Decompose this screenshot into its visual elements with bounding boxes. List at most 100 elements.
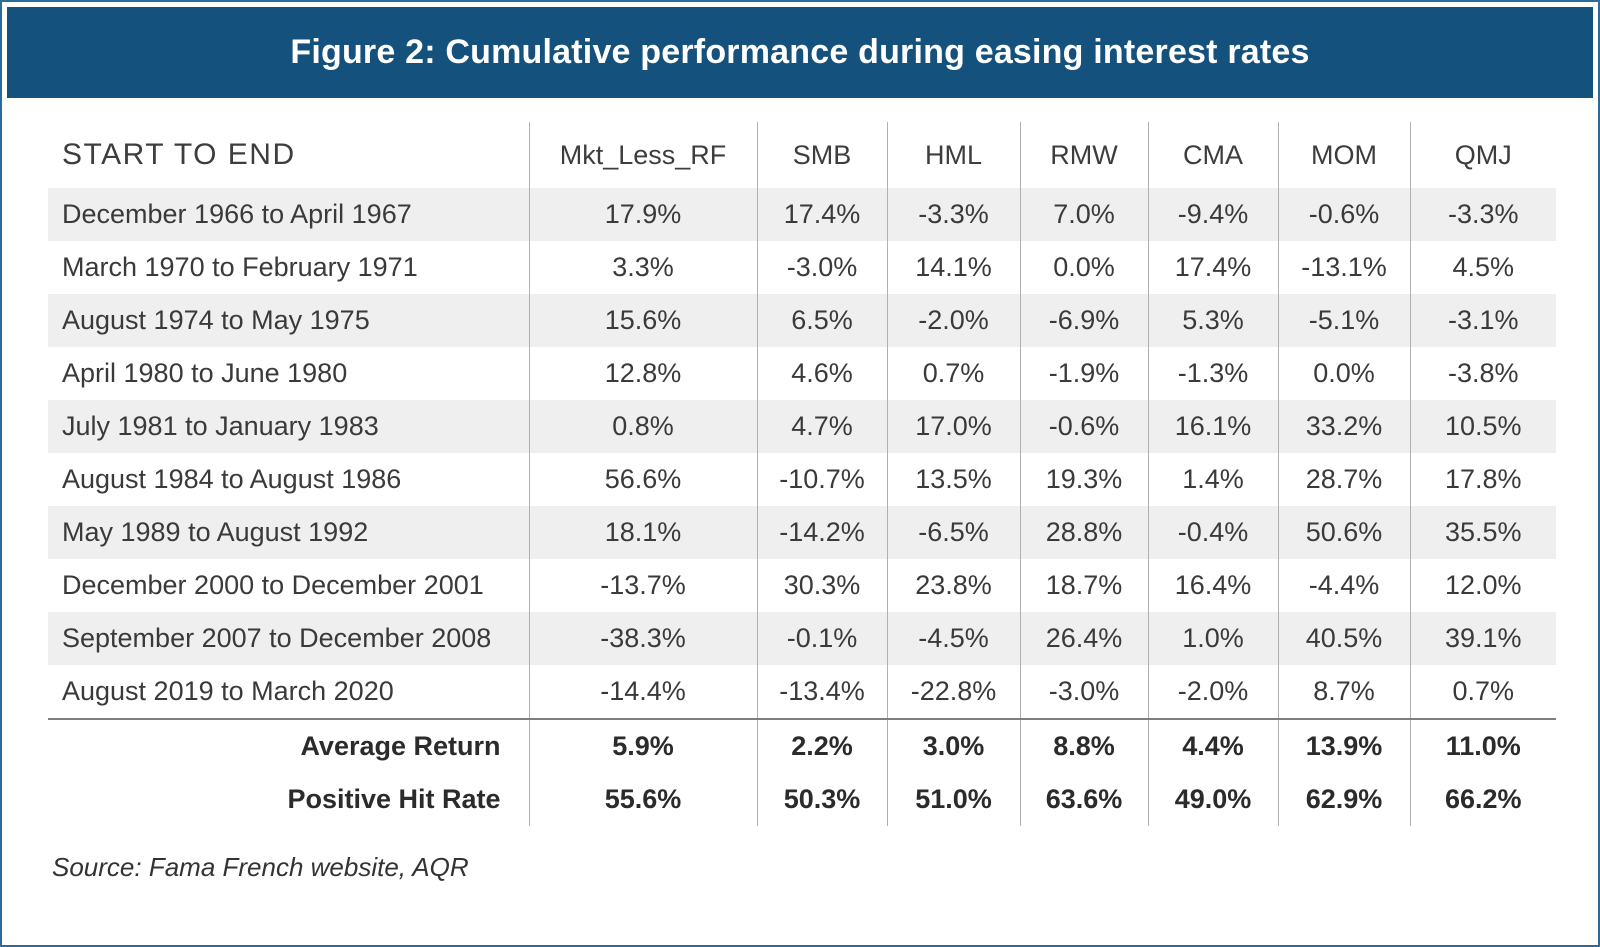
cell-value: 10.5%	[1409, 400, 1556, 453]
cell-value: 0.7%	[886, 347, 1020, 400]
source-note: Source: Fama French website, AQR	[52, 852, 469, 882]
cell-value: -1.3%	[1147, 347, 1278, 400]
row-label: August 1984 to August 1986	[62, 464, 402, 494]
row-label: May 1989 to August 1992	[62, 517, 369, 547]
performance-table: START TO END Mkt_Less_RF SMB HML RMW CMA MOM QM…	[48, 122, 1556, 826]
figure-title: Figure 2: Cumulative performance during …	[290, 33, 1310, 71]
cell-value: 62.9%	[1277, 773, 1410, 826]
cell-value: -3.0%	[1019, 665, 1148, 719]
cell-value: -6.5%	[886, 506, 1020, 559]
column-header-hml: HML	[886, 122, 1020, 188]
cell-value: 6.5%	[756, 294, 887, 347]
cell-value: -3.1%	[1409, 294, 1556, 347]
table-row: December 1966 to April 1967 17.9% 17.4% -3.…	[48, 188, 1556, 241]
cell-value: 40.5%	[1277, 612, 1410, 665]
cell-value: 55.6%	[528, 773, 757, 826]
cell-value: -13.1%	[1277, 241, 1410, 294]
table-row: August 2019 to March 2020 -14.4% -13.4% -22…	[48, 665, 1556, 719]
summary-row: Average Return 5.9% 2.2% 3.0% 8.8% 4.4% 13.9% 1…	[48, 718, 1556, 773]
cell-value: 17.9%	[528, 188, 757, 241]
cell-value: -13.7%	[528, 559, 757, 612]
cell-value: 0.8%	[528, 400, 757, 453]
table-row: August 1974 to May 1975 15.6% 6.5% -2.0% -6.…	[48, 294, 1556, 347]
cell-value: 5.9%	[528, 718, 757, 773]
cell-value: 23.8%	[886, 559, 1020, 612]
cell-value: -2.0%	[886, 294, 1020, 347]
cell-value: 3.3%	[528, 241, 757, 294]
cell-value: -22.8%	[886, 665, 1020, 719]
cell-value: 4.7%	[756, 400, 887, 453]
row-label: August 2019 to March 2020	[62, 676, 394, 706]
cell-value: -1.9%	[1019, 347, 1148, 400]
cell-value: 1.4%	[1147, 453, 1278, 506]
cell-value: -3.3%	[1409, 188, 1556, 241]
cell-value: 13.5%	[886, 453, 1020, 506]
table-row: July 1981 to January 1983 0.8% 4.7% 17.0% -0…	[48, 400, 1556, 453]
table-row: May 1989 to August 1992 18.1% -14.2% -6.5% 2…	[48, 506, 1556, 559]
table-row: April 1980 to June 1980 12.8% 4.6% 0.7% -1.9…	[48, 347, 1556, 400]
cell-value: -10.7%	[756, 453, 887, 506]
row-label: December 1966 to April 1967	[62, 199, 412, 229]
cell-value: 4.5%	[1409, 241, 1556, 294]
cell-value: -0.4%	[1147, 506, 1278, 559]
cell-value: -0.1%	[756, 612, 887, 665]
cell-value: 17.0%	[886, 400, 1020, 453]
cell-value: 16.1%	[1147, 400, 1278, 453]
column-header-smb: SMB	[756, 122, 887, 188]
cell-value: 12.0%	[1409, 559, 1556, 612]
cell-value: 17.4%	[1147, 241, 1278, 294]
cell-value: -3.3%	[886, 188, 1020, 241]
row-label: April 1980 to June 1980	[62, 358, 348, 388]
cell-value: 5.3%	[1147, 294, 1278, 347]
cell-value: 4.6%	[756, 347, 887, 400]
cell-value: -13.4%	[756, 665, 887, 719]
cell-value: 18.1%	[528, 506, 757, 559]
cell-value: -14.4%	[528, 665, 757, 719]
cell-value: 49.0%	[1147, 773, 1278, 826]
cell-value: -2.0%	[1147, 665, 1278, 719]
cell-value: 11.0%	[1409, 718, 1556, 773]
cell-value: -4.5%	[886, 612, 1020, 665]
cell-value: 8.8%	[1019, 718, 1148, 773]
cell-value: -9.4%	[1147, 188, 1278, 241]
cell-value: 39.1%	[1409, 612, 1556, 665]
cell-value: 3.0%	[886, 718, 1020, 773]
cell-value: 14.1%	[886, 241, 1020, 294]
cell-value: -4.4%	[1277, 559, 1410, 612]
cell-value: 4.4%	[1147, 718, 1278, 773]
row-label: July 1981 to January 1983	[62, 411, 379, 441]
figure-title-bar: Figure 2: Cumulative performance during …	[7, 7, 1593, 98]
row-label: August 1974 to May 1975	[62, 305, 370, 335]
cell-value: 13.9%	[1277, 718, 1410, 773]
column-header-start-to-end: START TO END	[62, 138, 296, 171]
cell-value: 50.3%	[756, 773, 887, 826]
cell-value: -38.3%	[528, 612, 757, 665]
column-header-mom: MOM	[1277, 122, 1410, 188]
cell-value: 7.0%	[1019, 188, 1148, 241]
cell-value: 33.2%	[1277, 400, 1410, 453]
cell-value: 2.2%	[756, 718, 887, 773]
cell-value: 63.6%	[1019, 773, 1148, 826]
column-header-rmw: RMW	[1019, 122, 1148, 188]
cell-value: 15.6%	[528, 294, 757, 347]
cell-value: 19.3%	[1019, 453, 1148, 506]
cell-value: -14.2%	[756, 506, 887, 559]
row-label: March 1970 to February 1971	[62, 252, 418, 282]
table-header-row: START TO END Mkt_Less_RF SMB HML RMW CMA MOM QM…	[48, 122, 1556, 188]
cell-value: 12.8%	[528, 347, 757, 400]
row-label: September 2007 to December 2008	[62, 623, 492, 653]
cell-value: 8.7%	[1277, 665, 1410, 719]
table-row: December 2000 to December 2001 -13.7% 30.3…	[48, 559, 1556, 612]
row-label: Average Return	[48, 718, 529, 773]
cell-value: 66.2%	[1409, 773, 1556, 826]
cell-value: 18.7%	[1019, 559, 1148, 612]
cell-value: 17.8%	[1409, 453, 1556, 506]
cell-value: 0.0%	[1277, 347, 1410, 400]
cell-value: 0.0%	[1019, 241, 1148, 294]
cell-value: 50.6%	[1277, 506, 1410, 559]
cell-value: -5.1%	[1277, 294, 1410, 347]
cell-value: 0.7%	[1409, 665, 1556, 719]
cell-value: 26.4%	[1019, 612, 1148, 665]
cell-value: 28.7%	[1277, 453, 1410, 506]
table-body: December 1966 to April 1967 17.9% 17.4% -3.…	[48, 188, 1556, 826]
